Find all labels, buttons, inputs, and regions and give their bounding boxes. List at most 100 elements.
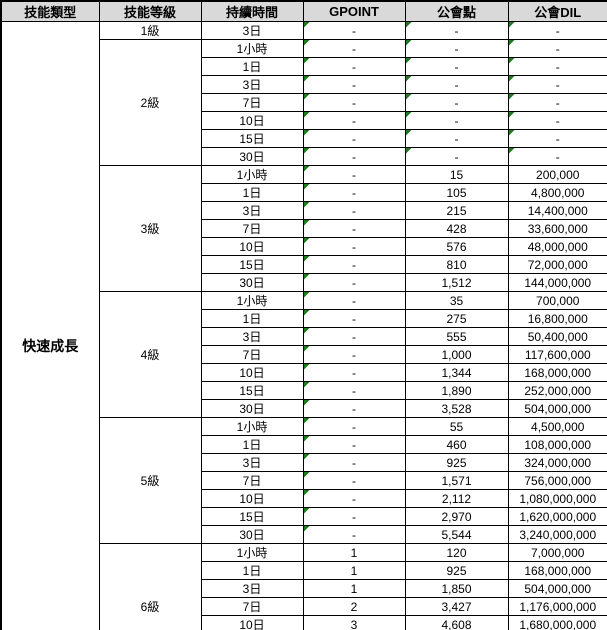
duration-cell[interactable]: 30日 bbox=[200, 525, 304, 544]
guild-dil-cell[interactable]: - bbox=[507, 147, 607, 166]
guild-dil-cell[interactable]: 756,000,000 bbox=[507, 471, 607, 490]
guild-points-cell[interactable]: - bbox=[404, 147, 509, 166]
guild-points-cell[interactable]: 460 bbox=[404, 435, 509, 454]
guild-points-cell[interactable]: 3,427 bbox=[404, 597, 509, 616]
guild-dil-cell[interactable]: 72,000,000 bbox=[507, 255, 607, 274]
gpoint-cell[interactable]: - bbox=[302, 93, 406, 112]
guild-dil-cell[interactable]: - bbox=[507, 39, 607, 58]
guild-points-cell[interactable]: - bbox=[404, 111, 509, 130]
guild-dil-cell[interactable]: 14,400,000 bbox=[507, 201, 607, 220]
gpoint-cell[interactable]: - bbox=[302, 75, 406, 94]
guild-dil-cell[interactable]: 1,176,000,000 bbox=[507, 597, 607, 616]
gpoint-cell[interactable]: - bbox=[302, 507, 406, 526]
col-header-guild-points[interactable]: 公會點 bbox=[404, 0, 509, 22]
duration-cell[interactable]: 3日 bbox=[200, 201, 304, 220]
gpoint-cell[interactable]: - bbox=[302, 273, 406, 292]
duration-cell[interactable]: 3日 bbox=[200, 75, 304, 94]
guild-dil-cell[interactable]: - bbox=[507, 129, 607, 148]
guild-dil-cell[interactable]: 4,800,000 bbox=[507, 183, 607, 202]
duration-cell[interactable]: 7日 bbox=[200, 471, 304, 490]
col-header-gpoint[interactable]: GPOINT bbox=[302, 0, 406, 22]
gpoint-cell[interactable]: - bbox=[302, 471, 406, 490]
gpoint-cell[interactable]: - bbox=[302, 129, 406, 148]
duration-cell[interactable]: 1小時 bbox=[200, 417, 304, 436]
gpoint-cell[interactable]: - bbox=[302, 21, 406, 40]
guild-dil-cell[interactable]: 504,000,000 bbox=[507, 579, 607, 598]
skill-level-cell[interactable]: 4級 bbox=[98, 291, 202, 418]
guild-dil-cell[interactable]: 1,080,000,000 bbox=[507, 489, 607, 508]
duration-cell[interactable]: 10日 bbox=[200, 237, 304, 256]
duration-cell[interactable]: 10日 bbox=[200, 363, 304, 382]
guild-points-cell[interactable]: 925 bbox=[404, 453, 509, 472]
gpoint-cell[interactable]: - bbox=[302, 309, 406, 328]
gpoint-cell[interactable]: - bbox=[302, 201, 406, 220]
duration-cell[interactable]: 3日 bbox=[200, 579, 304, 598]
duration-cell[interactable]: 10日 bbox=[200, 111, 304, 130]
duration-cell[interactable]: 1小時 bbox=[200, 39, 304, 58]
duration-cell[interactable]: 15日 bbox=[200, 255, 304, 274]
guild-points-cell[interactable]: 1,344 bbox=[404, 363, 509, 382]
guild-points-cell[interactable]: - bbox=[404, 129, 509, 148]
guild-dil-cell[interactable]: 117,600,000 bbox=[507, 345, 607, 364]
guild-points-cell[interactable]: 810 bbox=[404, 255, 509, 274]
duration-cell[interactable]: 1小時 bbox=[200, 543, 304, 562]
guild-dil-cell[interactable]: 200,000 bbox=[507, 165, 607, 184]
duration-cell[interactable]: 1日 bbox=[200, 561, 304, 580]
guild-points-cell[interactable]: 576 bbox=[404, 237, 509, 256]
duration-cell[interactable]: 15日 bbox=[200, 381, 304, 400]
duration-cell[interactable]: 3日 bbox=[200, 453, 304, 472]
col-header-guild-dil[interactable]: 公會DIL bbox=[507, 0, 607, 22]
guild-dil-cell[interactable]: 252,000,000 bbox=[507, 381, 607, 400]
guild-points-cell[interactable]: 215 bbox=[404, 201, 509, 220]
guild-dil-cell[interactable]: - bbox=[507, 111, 607, 130]
guild-points-cell[interactable]: 105 bbox=[404, 183, 509, 202]
duration-cell[interactable]: 7日 bbox=[200, 597, 304, 616]
duration-cell[interactable]: 30日 bbox=[200, 147, 304, 166]
guild-points-cell[interactable]: - bbox=[404, 21, 509, 40]
guild-points-cell[interactable]: 35 bbox=[404, 291, 509, 310]
guild-dil-cell[interactable]: - bbox=[507, 75, 607, 94]
guild-dil-cell[interactable]: 1,680,000,000 bbox=[507, 615, 607, 630]
skill-level-cell[interactable]: 2級 bbox=[98, 39, 202, 166]
guild-points-cell[interactable]: 428 bbox=[404, 219, 509, 238]
guild-points-cell[interactable]: 55 bbox=[404, 417, 509, 436]
gpoint-cell[interactable]: 2 bbox=[302, 597, 406, 616]
skill-type-cell[interactable]: 快速成長 bbox=[0, 21, 100, 630]
duration-cell[interactable]: 1日 bbox=[200, 309, 304, 328]
guild-dil-cell[interactable]: - bbox=[507, 21, 607, 40]
gpoint-cell[interactable]: - bbox=[302, 237, 406, 256]
gpoint-cell[interactable]: - bbox=[302, 57, 406, 76]
gpoint-cell[interactable]: - bbox=[302, 219, 406, 238]
guild-dil-cell[interactable]: 324,000,000 bbox=[507, 453, 607, 472]
col-header-duration[interactable]: 持續時間 bbox=[200, 0, 304, 22]
duration-cell[interactable]: 30日 bbox=[200, 273, 304, 292]
guild-dil-cell[interactable]: 168,000,000 bbox=[507, 561, 607, 580]
skill-level-cell[interactable]: 6級 bbox=[98, 543, 202, 630]
guild-points-cell[interactable]: 1,890 bbox=[404, 381, 509, 400]
gpoint-cell[interactable]: - bbox=[302, 255, 406, 274]
guild-dil-cell[interactable]: 700,000 bbox=[507, 291, 607, 310]
duration-cell[interactable]: 3日 bbox=[200, 21, 304, 40]
guild-points-cell[interactable]: 1,000 bbox=[404, 345, 509, 364]
guild-points-cell[interactable]: - bbox=[404, 93, 509, 112]
col-header-skill-level[interactable]: 技能等級 bbox=[98, 0, 202, 22]
gpoint-cell[interactable]: - bbox=[302, 39, 406, 58]
guild-dil-cell[interactable]: 16,800,000 bbox=[507, 309, 607, 328]
gpoint-cell[interactable]: - bbox=[302, 453, 406, 472]
guild-points-cell[interactable]: 555 bbox=[404, 327, 509, 346]
guild-dil-cell[interactable]: 3,240,000,000 bbox=[507, 525, 607, 544]
gpoint-cell[interactable]: - bbox=[302, 183, 406, 202]
gpoint-cell[interactable]: - bbox=[302, 417, 406, 436]
duration-cell[interactable]: 15日 bbox=[200, 507, 304, 526]
guild-points-cell[interactable]: 3,528 bbox=[404, 399, 509, 418]
duration-cell[interactable]: 7日 bbox=[200, 93, 304, 112]
guild-dil-cell[interactable]: - bbox=[507, 93, 607, 112]
guild-points-cell[interactable]: 1,850 bbox=[404, 579, 509, 598]
gpoint-cell[interactable]: 3 bbox=[302, 615, 406, 630]
guild-points-cell[interactable]: - bbox=[404, 39, 509, 58]
guild-points-cell[interactable]: - bbox=[404, 75, 509, 94]
duration-cell[interactable]: 10日 bbox=[200, 615, 304, 630]
guild-points-cell[interactable]: 275 bbox=[404, 309, 509, 328]
gpoint-cell[interactable]: - bbox=[302, 525, 406, 544]
skill-level-cell[interactable]: 1級 bbox=[98, 21, 202, 40]
